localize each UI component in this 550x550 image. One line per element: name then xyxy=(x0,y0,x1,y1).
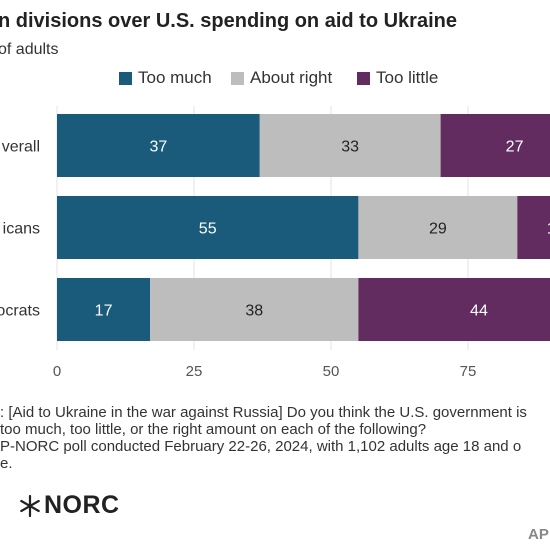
legend: Too much About right Too little xyxy=(0,68,550,90)
chart-title: n divisions over U.S. spending on aid to… xyxy=(0,10,457,32)
bar-0-1 xyxy=(259,114,441,177)
bar-2-2 xyxy=(358,278,550,341)
ap-credit: AP xyxy=(528,526,549,543)
x-tick-label-3: 75 xyxy=(460,363,477,380)
chart-subtitle: of adults xyxy=(0,41,59,58)
legend-item-too-much: Too much xyxy=(119,68,212,88)
bar-2-0 xyxy=(57,278,151,341)
legend-item-too-little: Too little xyxy=(357,68,438,88)
data-label-1-2: 14 xyxy=(547,221,550,238)
bar-1-2 xyxy=(517,196,550,259)
data-label-1-0: 55 xyxy=(199,221,217,238)
category-label-2: ocrats xyxy=(0,303,40,320)
data-label-2-0: 17 xyxy=(95,303,113,320)
question-note-line-2: too much, too little, or the right amoun… xyxy=(0,421,427,438)
bar-0-0 xyxy=(57,114,260,177)
x-tick-label-1: 25 xyxy=(186,363,203,380)
bar-1-0 xyxy=(57,196,359,259)
bar-0-2 xyxy=(440,114,550,177)
legend-label-too-much: Too much xyxy=(138,68,212,87)
x-tick-label-0: 0 xyxy=(53,363,61,380)
source-note-line-2: e. xyxy=(0,455,13,472)
legend-label-too-little: Too little xyxy=(376,68,439,87)
legend-swatch-too-little xyxy=(357,71,370,85)
norc-star-icon xyxy=(20,494,40,517)
data-label-0-1: 33 xyxy=(341,139,359,156)
data-label-2-2: 44 xyxy=(470,303,488,320)
chart-notes: : [Aid to Ukraine in the war against Rus… xyxy=(0,404,550,472)
data-label-1-1: 29 xyxy=(429,221,447,238)
legend-swatch-too-much xyxy=(119,71,132,85)
legend-item-about-right: About right xyxy=(231,68,332,88)
bar-2-1 xyxy=(150,278,359,341)
norc-logo-text: NORC xyxy=(44,491,120,519)
category-label-1: icans xyxy=(3,221,40,238)
data-label-0-2: 27 xyxy=(506,139,524,156)
x-tick-label-2: 50 xyxy=(323,363,340,380)
legend-label-about-right: About right xyxy=(250,68,333,87)
question-note-line-1: : [Aid to Ukraine in the war against Rus… xyxy=(0,404,527,421)
data-label-0-0: 37 xyxy=(149,139,167,156)
stacked-bar-chart: 37 33 27 verall 55 29 14 icans 17 38 44 ocrats 0 25 50… xyxy=(0,106,550,380)
data-label-2-1: 38 xyxy=(245,303,263,320)
bar-1-1 xyxy=(358,196,518,259)
norc-logo: NORC xyxy=(18,491,120,520)
category-label-0: verall xyxy=(2,139,40,156)
source-note-line-1: P-NORC poll conducted February 22-26, 20… xyxy=(0,438,522,455)
legend-swatch-about-right xyxy=(231,71,244,85)
